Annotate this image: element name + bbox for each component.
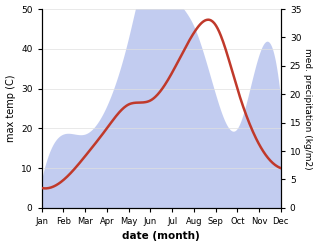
X-axis label: date (month): date (month) [122, 231, 200, 242]
Y-axis label: max temp (C): max temp (C) [5, 75, 16, 142]
Y-axis label: med. precipitation (kg/m2): med. precipitation (kg/m2) [303, 48, 313, 169]
